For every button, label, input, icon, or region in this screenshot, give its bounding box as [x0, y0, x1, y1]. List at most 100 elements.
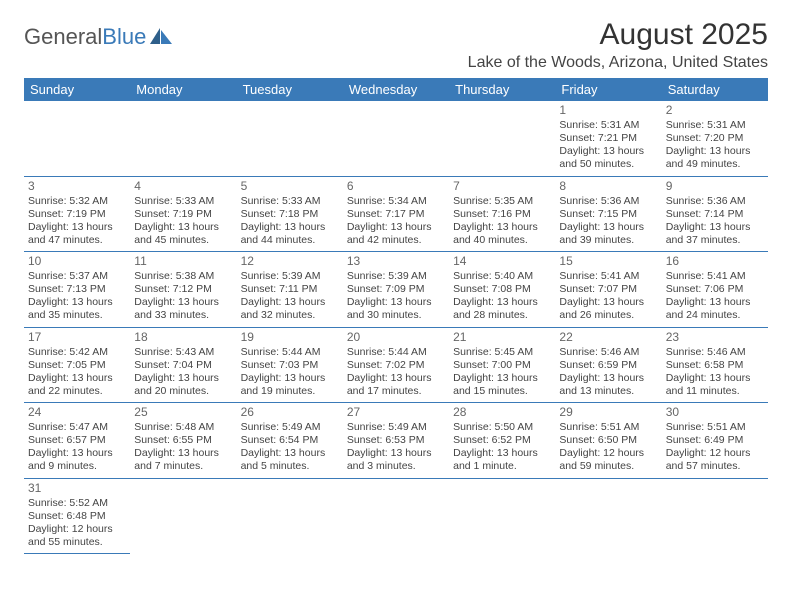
location: Lake of the Woods, Arizona, United State…: [468, 54, 768, 72]
sunrise-line: Sunrise: 5:48 AM: [134, 421, 232, 434]
sunset-line: Sunset: 7:06 PM: [666, 283, 764, 296]
sunrise-line: Sunrise: 5:33 AM: [241, 195, 339, 208]
sunset-line: Sunset: 7:08 PM: [453, 283, 551, 296]
daylight-line: Daylight: 13 hours and 17 minutes.: [347, 372, 445, 398]
calendar-cell: [130, 101, 236, 176]
sunrise-line: Sunrise: 5:39 AM: [241, 270, 339, 283]
calendar-cell: 24Sunrise: 5:47 AMSunset: 6:57 PMDayligh…: [24, 403, 130, 479]
daylight-line: Daylight: 13 hours and 32 minutes.: [241, 296, 339, 322]
day-number: 9: [666, 179, 764, 194]
brand-logo: GeneralBlue: [24, 24, 174, 50]
sunset-line: Sunset: 7:13 PM: [28, 283, 126, 296]
daylight-line: Daylight: 13 hours and 40 minutes.: [453, 221, 551, 247]
day-number: 15: [559, 254, 657, 269]
sunrise-line: Sunrise: 5:35 AM: [453, 195, 551, 208]
sunset-line: Sunset: 7:18 PM: [241, 208, 339, 221]
day-number: 13: [347, 254, 445, 269]
sunset-line: Sunset: 6:58 PM: [666, 359, 764, 372]
calendar-cell: 9Sunrise: 5:36 AMSunset: 7:14 PMDaylight…: [662, 176, 768, 252]
calendar-cell: 7Sunrise: 5:35 AMSunset: 7:16 PMDaylight…: [449, 176, 555, 252]
calendar-cell: 16Sunrise: 5:41 AMSunset: 7:06 PMDayligh…: [662, 252, 768, 328]
sail-icon: [148, 26, 174, 46]
day-number: 22: [559, 330, 657, 345]
calendar-body: 1Sunrise: 5:31 AMSunset: 7:21 PMDaylight…: [24, 101, 768, 554]
sunset-line: Sunset: 7:12 PM: [134, 283, 232, 296]
daylight-line: Daylight: 13 hours and 20 minutes.: [134, 372, 232, 398]
sunset-line: Sunset: 7:19 PM: [28, 208, 126, 221]
sunset-line: Sunset: 7:02 PM: [347, 359, 445, 372]
daylight-line: Daylight: 13 hours and 44 minutes.: [241, 221, 339, 247]
calendar-cell: [662, 478, 768, 554]
sunrise-line: Sunrise: 5:36 AM: [559, 195, 657, 208]
day-number: 10: [28, 254, 126, 269]
day-number: 11: [134, 254, 232, 269]
calendar-cell: 27Sunrise: 5:49 AMSunset: 6:53 PMDayligh…: [343, 403, 449, 479]
sunrise-line: Sunrise: 5:33 AM: [134, 195, 232, 208]
daylight-line: Daylight: 12 hours and 59 minutes.: [559, 447, 657, 473]
daylight-line: Daylight: 13 hours and 30 minutes.: [347, 296, 445, 322]
calendar-cell: 2Sunrise: 5:31 AMSunset: 7:20 PMDaylight…: [662, 101, 768, 176]
sunset-line: Sunset: 7:05 PM: [28, 359, 126, 372]
sunset-line: Sunset: 6:52 PM: [453, 434, 551, 447]
sunrise-line: Sunrise: 5:49 AM: [241, 421, 339, 434]
day-number: 21: [453, 330, 551, 345]
calendar-cell: 3Sunrise: 5:32 AMSunset: 7:19 PMDaylight…: [24, 176, 130, 252]
sunrise-line: Sunrise: 5:46 AM: [559, 346, 657, 359]
sunrise-line: Sunrise: 5:51 AM: [666, 421, 764, 434]
calendar-cell: 26Sunrise: 5:49 AMSunset: 6:54 PMDayligh…: [237, 403, 343, 479]
daylight-line: Daylight: 13 hours and 13 minutes.: [559, 372, 657, 398]
daylight-line: Daylight: 13 hours and 49 minutes.: [666, 145, 764, 171]
day-header: Wednesday: [343, 78, 449, 101]
sunset-line: Sunset: 7:14 PM: [666, 208, 764, 221]
calendar-cell: 12Sunrise: 5:39 AMSunset: 7:11 PMDayligh…: [237, 252, 343, 328]
day-number: 4: [134, 179, 232, 194]
sunrise-line: Sunrise: 5:51 AM: [559, 421, 657, 434]
daylight-line: Daylight: 13 hours and 37 minutes.: [666, 221, 764, 247]
daylight-line: Daylight: 13 hours and 1 minute.: [453, 447, 551, 473]
day-header: Saturday: [662, 78, 768, 101]
daylight-line: Daylight: 13 hours and 33 minutes.: [134, 296, 232, 322]
calendar-cell: [555, 478, 661, 554]
day-number: 12: [241, 254, 339, 269]
sunset-line: Sunset: 6:57 PM: [28, 434, 126, 447]
brand-part2: Blue: [102, 24, 146, 50]
daylight-line: Daylight: 13 hours and 19 minutes.: [241, 372, 339, 398]
calendar-cell: 29Sunrise: 5:51 AMSunset: 6:50 PMDayligh…: [555, 403, 661, 479]
calendar-cell: 6Sunrise: 5:34 AMSunset: 7:17 PMDaylight…: [343, 176, 449, 252]
calendar-cell: 22Sunrise: 5:46 AMSunset: 6:59 PMDayligh…: [555, 327, 661, 403]
sunset-line: Sunset: 7:21 PM: [559, 132, 657, 145]
sunrise-line: Sunrise: 5:32 AM: [28, 195, 126, 208]
sunset-line: Sunset: 7:03 PM: [241, 359, 339, 372]
sunset-line: Sunset: 6:50 PM: [559, 434, 657, 447]
day-number: 16: [666, 254, 764, 269]
sunrise-line: Sunrise: 5:31 AM: [559, 119, 657, 132]
daylight-line: Daylight: 12 hours and 57 minutes.: [666, 447, 764, 473]
day-number: 17: [28, 330, 126, 345]
calendar-cell: 13Sunrise: 5:39 AMSunset: 7:09 PMDayligh…: [343, 252, 449, 328]
calendar-cell: 18Sunrise: 5:43 AMSunset: 7:04 PMDayligh…: [130, 327, 236, 403]
sunrise-line: Sunrise: 5:41 AM: [559, 270, 657, 283]
calendar-cell: 10Sunrise: 5:37 AMSunset: 7:13 PMDayligh…: [24, 252, 130, 328]
daylight-line: Daylight: 13 hours and 50 minutes.: [559, 145, 657, 171]
calendar-cell: 19Sunrise: 5:44 AMSunset: 7:03 PMDayligh…: [237, 327, 343, 403]
day-number: 14: [453, 254, 551, 269]
sunrise-line: Sunrise: 5:36 AM: [666, 195, 764, 208]
daylight-line: Daylight: 13 hours and 9 minutes.: [28, 447, 126, 473]
calendar-cell: 14Sunrise: 5:40 AMSunset: 7:08 PMDayligh…: [449, 252, 555, 328]
sunset-line: Sunset: 7:16 PM: [453, 208, 551, 221]
calendar-cell: [237, 478, 343, 554]
day-number: 1: [559, 103, 657, 118]
daylight-line: Daylight: 13 hours and 5 minutes.: [241, 447, 339, 473]
sunset-line: Sunset: 6:53 PM: [347, 434, 445, 447]
daylight-line: Daylight: 13 hours and 28 minutes.: [453, 296, 551, 322]
sunrise-line: Sunrise: 5:42 AM: [28, 346, 126, 359]
calendar-cell: 31Sunrise: 5:52 AMSunset: 6:48 PMDayligh…: [24, 478, 130, 554]
day-number: 30: [666, 405, 764, 420]
sunset-line: Sunset: 7:19 PM: [134, 208, 232, 221]
daylight-line: Daylight: 13 hours and 22 minutes.: [28, 372, 126, 398]
sunrise-line: Sunrise: 5:45 AM: [453, 346, 551, 359]
sunrise-line: Sunrise: 5:38 AM: [134, 270, 232, 283]
sunrise-line: Sunrise: 5:31 AM: [666, 119, 764, 132]
calendar-cell: 5Sunrise: 5:33 AMSunset: 7:18 PMDaylight…: [237, 176, 343, 252]
daylight-line: Daylight: 13 hours and 7 minutes.: [134, 447, 232, 473]
